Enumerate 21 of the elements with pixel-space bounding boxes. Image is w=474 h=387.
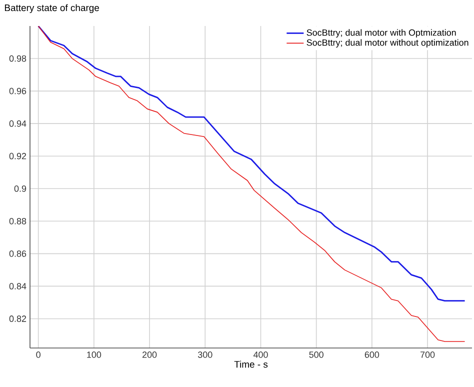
y-tick-label: 0.98 [9,55,26,62]
y-tick-label: 0.94 [9,120,26,127]
y-tick-label: 0.9 [14,185,26,192]
x-axis-title: Time - s [234,360,268,368]
x-tick-label: 700 [420,352,435,358]
y-tick-label: 0.82 [9,316,26,322]
legend-label: SocBttry; dual motor without optimization [306,39,468,48]
x-tick-label: 600 [364,352,380,358]
x-tick-label: 400 [253,352,268,358]
y-axis-title: Battery state of charge [4,4,99,14]
y-tick-label: 0.96 [9,88,26,94]
x-tick-label: 200 [142,352,157,358]
y-tick-label: 0.88 [9,218,26,224]
y-tick-label: 0.92 [9,152,26,160]
y-tick-label: 0.84 [9,283,26,290]
x-tick-label: 100 [87,352,102,358]
y-tick-label: 0.86 [9,250,26,257]
x-tick-label: 0 [36,352,40,358]
legend-label: SocBttry; dual motor with Optmization [306,29,456,38]
x-tick-label: 500 [309,352,324,358]
x-tick-label: 300 [198,352,212,358]
